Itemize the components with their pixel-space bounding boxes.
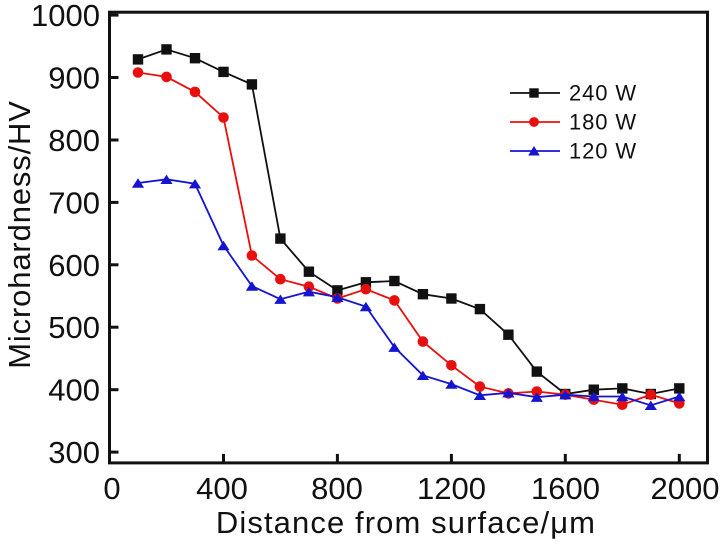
svg-text:400: 400: [48, 373, 100, 408]
svg-text:240 W: 240 W: [569, 81, 637, 106]
svg-text:1600: 1600: [531, 471, 600, 506]
svg-text:800: 800: [48, 123, 100, 158]
svg-text:400: 400: [196, 471, 248, 506]
svg-text:120 W: 120 W: [569, 139, 637, 164]
svg-text:300: 300: [48, 435, 100, 470]
svg-text:700: 700: [48, 185, 100, 220]
svg-text:1200: 1200: [417, 471, 486, 506]
svg-text:800: 800: [311, 471, 363, 506]
svg-text:500: 500: [48, 310, 100, 345]
svg-text:Microhardness/HV: Microhardness/HV: [2, 100, 37, 369]
svg-text:Distance from surface/μm: Distance from surface/μm: [216, 505, 596, 540]
svg-text:2000: 2000: [651, 471, 720, 506]
svg-text:1000: 1000: [31, 0, 100, 33]
svg-text:0: 0: [103, 471, 120, 506]
svg-text:900: 900: [48, 61, 100, 96]
svg-text:180 W: 180 W: [569, 110, 637, 135]
svg-text:600: 600: [48, 248, 100, 283]
